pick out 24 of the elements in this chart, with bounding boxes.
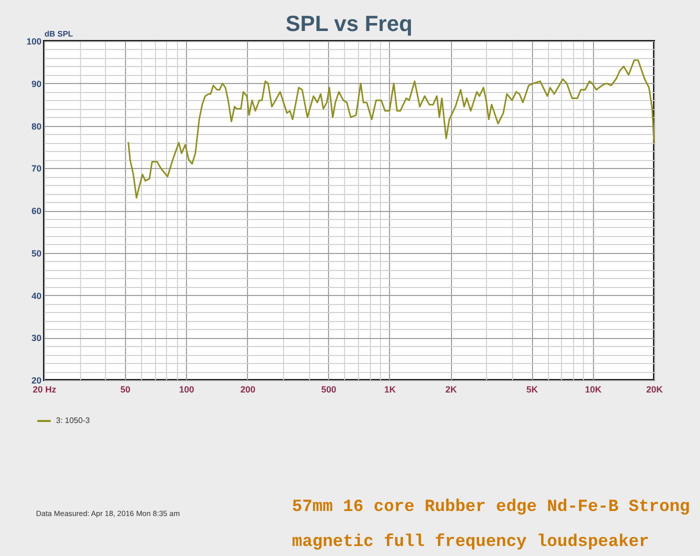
y-tick-label: 50 [31,248,42,258]
y-tick-label: 100 [26,36,42,46]
y-tick-label: 90 [31,78,42,89]
x-tick-label: 100 [179,384,194,394]
y-tick-label: 40 [31,290,42,301]
x-tick-label: 50 [120,384,130,394]
x-tick-label: 2K [445,384,458,394]
x-tick-label: 20 Hz [32,384,57,394]
x-tick-label: 1K [384,384,396,394]
x-tick-label: 500 [321,384,336,394]
y-tick-label: 70 [31,164,42,174]
x-tick-label: 10K [585,384,602,394]
x-tick-label: 200 [240,384,256,394]
y-tick-label: 30 [31,333,42,344]
y-tick-label: 20 [31,376,42,386]
y-tick-label: 80 [31,121,42,132]
legend-label: 3: 1050-3 [56,416,90,425]
x-tick-label: 5K [526,384,538,394]
text: 57mm 16 core Rubber edge Nd-Fe-B Strong [292,498,690,517]
y-axis-title: dB SPL [44,30,74,38]
y-tick-label: 60 [31,206,42,216]
text: magnetic full frequency loudspeaker [292,533,650,552]
x-tick-label: 20K [646,384,664,394]
chart-title: SPL vs Freq [286,11,412,36]
